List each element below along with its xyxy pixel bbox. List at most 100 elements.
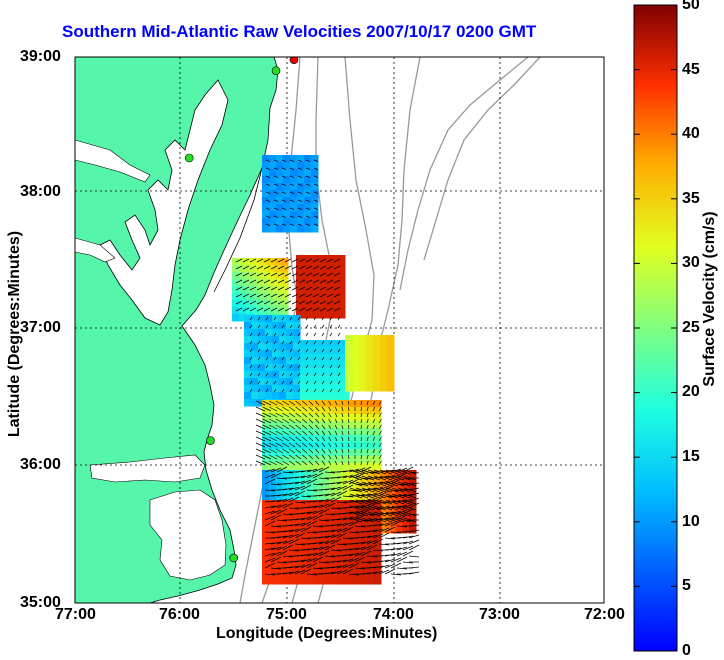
velocity-cell (269, 463, 277, 471)
velocity-cell (297, 169, 305, 177)
velocity-cell (338, 283, 346, 291)
velocity-cell (279, 378, 287, 386)
velocity-arrow (264, 547, 276, 551)
velocity-cell (360, 442, 368, 450)
velocity-arrow (275, 424, 284, 430)
velocity-arrow (319, 300, 327, 305)
velocity-arrow (337, 372, 341, 377)
velocity-field (232, 155, 420, 585)
velocity-cell (353, 563, 361, 571)
velocity-arrow (291, 272, 299, 277)
velocity-arrow (337, 340, 341, 345)
velocity-arrow (321, 364, 325, 369)
velocity-arrow (366, 442, 369, 448)
velocity-arrow (300, 495, 312, 498)
velocity-arrow (324, 539, 336, 545)
velocity-arrow (297, 364, 301, 369)
velocity-cell (276, 449, 284, 457)
velocity-cell (272, 329, 280, 337)
velocity-arrow (329, 340, 333, 345)
velocity-arrow (297, 388, 301, 393)
velocity-cell (339, 421, 347, 429)
velocity-cell (360, 421, 368, 429)
velocity-arrow (337, 388, 341, 393)
velocity-arrow (372, 523, 384, 527)
velocity-cell (283, 514, 291, 522)
velocity-arrow (354, 525, 366, 528)
velocity-arrow (348, 448, 350, 454)
velocity-cell (311, 204, 319, 212)
velocity-cell (283, 549, 291, 557)
velocity-cell (232, 307, 240, 315)
velocity-cell (353, 470, 361, 478)
velocity-cell (303, 311, 311, 319)
pamlico-sound (149, 489, 227, 581)
velocity-arrow (367, 499, 381, 505)
velocity-cell (339, 535, 347, 543)
velocity-cell (353, 456, 361, 464)
velocity-arrow (378, 490, 390, 497)
velocity-cell (374, 435, 382, 443)
velocity-arrow (318, 561, 330, 564)
velocity-arrow (312, 300, 320, 305)
velocity-arrow (328, 454, 332, 460)
velocity-cell (267, 300, 275, 308)
velocity-cell (267, 279, 275, 287)
velocity-arrow (367, 493, 381, 499)
velocity-cell (311, 407, 319, 415)
velocity-cell (253, 265, 261, 273)
velocity-arrow (276, 498, 288, 503)
y-axis-label: Latitude (Degrees:Minutes) (6, 230, 23, 438)
velocity-arrow (305, 191, 311, 194)
velocity-cell (303, 297, 311, 305)
velocity-cell (311, 183, 319, 191)
velocity-cell (290, 218, 298, 226)
velocity-arrow (341, 460, 344, 466)
velocity-cell (332, 570, 340, 578)
velocity-cell (262, 470, 270, 478)
velocity-cell (283, 218, 291, 226)
velocity-arrow (297, 340, 301, 345)
velocity-arrow (288, 436, 296, 442)
velocity-cell (402, 484, 410, 492)
velocity-arrow (262, 424, 272, 430)
velocity-cell (281, 300, 289, 308)
velocity-arrow (384, 568, 396, 575)
velocity-arrow (249, 324, 253, 329)
velocity-cell (258, 378, 266, 386)
velocity-cell (328, 347, 336, 355)
velocity-cell (318, 477, 326, 485)
velocity-cell (360, 400, 368, 408)
velocity-cell (339, 577, 347, 585)
velocity-cell (373, 335, 381, 343)
velocity-cell (269, 521, 277, 529)
velocity-arrow (262, 412, 272, 418)
velocity-arrow (396, 472, 408, 479)
velocity-cell (258, 336, 266, 344)
velocity-arrow (313, 332, 317, 337)
velocity-cell (338, 311, 346, 319)
velocity-cell (269, 428, 277, 436)
velocity-cell (321, 375, 329, 383)
velocity-cell (279, 329, 287, 337)
velocity-arrow (276, 493, 288, 497)
velocity-arrow (300, 553, 312, 557)
velocity-cell (360, 484, 368, 492)
velocity-arrow (242, 300, 250, 305)
velocity-arrow (306, 468, 318, 473)
velocity-cell (307, 389, 315, 397)
velocity-cell (258, 392, 266, 400)
velocity-cell (335, 396, 343, 404)
velocity-arrow (273, 356, 277, 361)
velocity-arrow (315, 448, 320, 454)
velocity-cell (283, 556, 291, 564)
velocity-arrow (276, 508, 288, 515)
velocity-arrow (276, 519, 288, 522)
velocity-cell (296, 304, 304, 312)
velocity-arrow (298, 265, 306, 270)
velocity-cell (360, 407, 368, 415)
velocity-arrow (255, 412, 266, 418)
colorbar-tick-label: 10 (682, 513, 700, 530)
velocity-cell (293, 364, 301, 372)
velocity-arrow (281, 316, 285, 321)
